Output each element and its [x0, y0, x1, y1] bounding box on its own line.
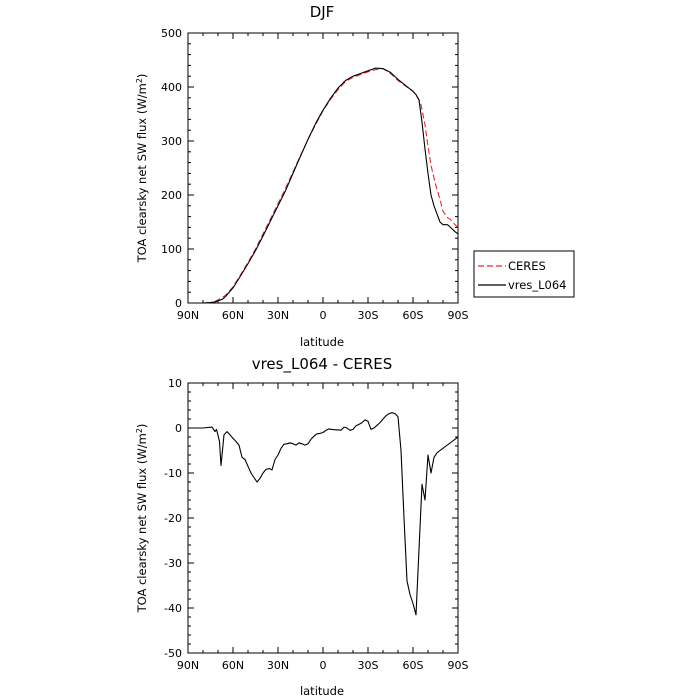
- bottom-y-tick-label: -50: [164, 647, 182, 660]
- top-y-tick-label: 200: [161, 189, 182, 202]
- top-x-tick-label: 0: [320, 309, 327, 322]
- bottom-plot-frame: [187, 382, 459, 654]
- bottom-y-tick-label: -30: [164, 557, 182, 570]
- top-chart: DJF 90N 60N 30N 0 30S 60S 90S0100200300400500 …: [135, 3, 575, 349]
- top-axis-ticks: 90N 60N 30N 0 30S 60S 90S 0 100 200 300 400 500: [161, 27, 469, 322]
- legend-vres-label: vres_L064: [508, 278, 566, 292]
- top-x-tick-label: 60S: [403, 309, 424, 322]
- top-y-axis-label: TOA clearsky net SW flux (W/m2): [135, 74, 149, 264]
- bottom-chart-title: vres_L064 - CERES: [252, 355, 393, 374]
- top-y-axis-label-superscript: 2: [135, 78, 144, 83]
- legend: CERES vres_L064: [473, 250, 575, 298]
- bottom-y-tick-label: -10: [164, 467, 182, 480]
- bottom-x-axis-label: latitude: [300, 684, 344, 698]
- bottom-series-vres-l064-ceres-line: [188, 412, 459, 616]
- bottom-y-axis-label-tail: ): [135, 424, 149, 429]
- top-x-tick-label: 30S: [358, 309, 379, 322]
- bottom-x-tick-label: 90N: [177, 659, 199, 672]
- bottom-x-tick-label: 0: [320, 659, 327, 672]
- top-series-vres-l064-line: [188, 67, 459, 304]
- bottom-y-axis-label-main: TOA clearsky net SW flux (W/m: [135, 433, 149, 613]
- legend-box: [473, 250, 575, 298]
- bottom-y-axis-label-superscript: 2: [135, 428, 144, 433]
- top-plot-frame: [187, 32, 459, 304]
- legend-ceres-label: CERES: [508, 259, 546, 273]
- top-y-tick-label: 500: [161, 27, 182, 40]
- top-series-group: [188, 67, 459, 304]
- bottom-y-tick-label: -40: [164, 602, 182, 615]
- top-series-ceres-line: [188, 68, 459, 304]
- top-y-axis-label-main: TOA clearsky net SW flux (W/m: [135, 83, 149, 263]
- top-y-tick-label: 0: [175, 297, 182, 310]
- bottom-y-tick-label: 10: [168, 377, 182, 390]
- bottom-y-tick-label: 0: [175, 422, 182, 435]
- bottom-y-axis-label: TOA clearsky net SW flux (W/m2): [135, 424, 149, 614]
- bottom-axis-ticks: 90N 60N 30N 0 30S 60S 90S -50 -40 -30 -20 -10 0 10: [164, 377, 468, 672]
- top-x-tick-label: 30N: [267, 309, 289, 322]
- top-y-tick-label: 400: [161, 81, 182, 94]
- bottom-x-tick-label: 30S: [358, 659, 379, 672]
- bottom-y-tick-label: -20: [164, 512, 182, 525]
- top-x-tick-label: 60N: [222, 309, 244, 322]
- bottom-chart: vres_L064 - CERES 90N 60N 30N 0 30S 60S 90S -50…: [135, 355, 469, 698]
- bottom-x-tick-label: 60N: [222, 659, 244, 672]
- bottom-x-tick-label: 30N: [267, 659, 289, 672]
- top-x-axis-label: latitude: [300, 335, 344, 349]
- bottom-x-tick-label: 60S: [403, 659, 424, 672]
- top-x-tick-label: 90S: [448, 309, 469, 322]
- top-y-axis-label-tail: ): [135, 74, 149, 79]
- top-y-tick-label: 100: [161, 243, 182, 256]
- top-x-tick-label: 90N: [177, 309, 199, 322]
- top-chart-title: DJF: [310, 3, 335, 21]
- bottom-series-group: [188, 412, 459, 616]
- top-y-tick-label: 300: [161, 135, 182, 148]
- bottom-x-tick-label: 90S: [448, 659, 469, 672]
